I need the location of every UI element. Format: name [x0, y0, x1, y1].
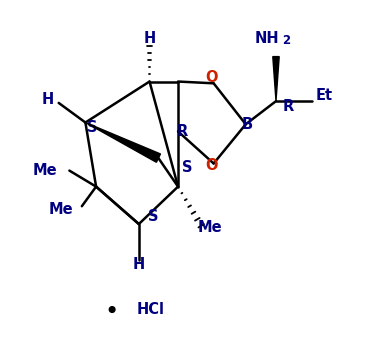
Text: S: S — [182, 159, 192, 174]
Text: H: H — [42, 92, 54, 107]
Text: NH: NH — [255, 31, 279, 46]
Text: Me: Me — [48, 202, 73, 217]
Text: B: B — [241, 117, 252, 132]
Text: R: R — [283, 99, 294, 114]
Polygon shape — [85, 122, 160, 162]
Circle shape — [109, 307, 115, 312]
Text: O: O — [205, 158, 218, 173]
Polygon shape — [273, 57, 279, 101]
Text: O: O — [205, 70, 218, 85]
Text: Me: Me — [198, 220, 223, 235]
Text: 2: 2 — [282, 34, 291, 47]
Text: H: H — [133, 257, 145, 272]
Text: S: S — [148, 209, 158, 224]
Text: Me: Me — [32, 163, 57, 178]
Text: S: S — [87, 120, 98, 135]
Text: HCl: HCl — [137, 302, 165, 317]
Text: R: R — [177, 124, 188, 139]
Text: Et: Et — [315, 88, 333, 103]
Text: H: H — [143, 31, 156, 46]
